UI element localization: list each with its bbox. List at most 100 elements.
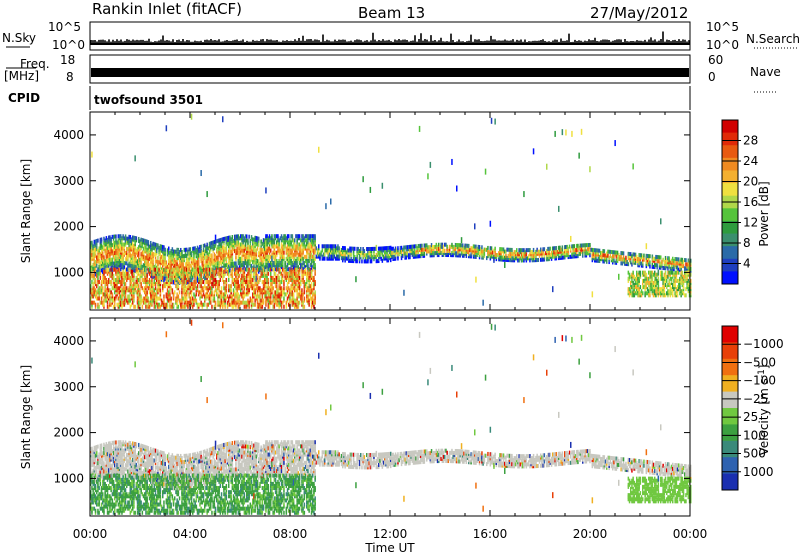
power-cell bbox=[126, 273, 128, 278]
power-cell bbox=[259, 253, 261, 258]
power-cell bbox=[98, 294, 100, 299]
power-cell bbox=[255, 280, 258, 285]
power-cell bbox=[230, 271, 232, 276]
power-cell bbox=[220, 254, 223, 259]
power-cell bbox=[224, 304, 226, 309]
power-cell bbox=[295, 246, 297, 251]
power-cell bbox=[121, 256, 123, 261]
power-cell bbox=[220, 237, 223, 242]
power-cell bbox=[278, 296, 280, 301]
power-cell bbox=[236, 267, 238, 272]
power-cell bbox=[205, 263, 207, 268]
power-cell bbox=[188, 286, 190, 291]
freq-tick-bottom: 8 bbox=[66, 70, 74, 84]
power-cell bbox=[168, 254, 170, 259]
power-cell bbox=[146, 252, 148, 257]
power-cell bbox=[145, 280, 147, 285]
power-cell bbox=[292, 292, 295, 297]
power-cell bbox=[159, 246, 162, 251]
power-cell bbox=[188, 294, 190, 299]
power-cell bbox=[418, 125, 421, 132]
power-cell bbox=[225, 242, 228, 247]
power-cell bbox=[123, 252, 126, 257]
power-cell bbox=[134, 254, 136, 259]
power-cell bbox=[108, 237, 110, 242]
power-cell bbox=[242, 277, 244, 282]
power-cell bbox=[208, 241, 211, 246]
power-cell bbox=[163, 282, 165, 287]
power-cell bbox=[183, 254, 186, 259]
power-cell bbox=[110, 245, 112, 250]
power-cell bbox=[186, 247, 188, 252]
power-cell bbox=[229, 258, 231, 263]
power-cell bbox=[278, 240, 280, 245]
nsky-trace-line bbox=[90, 31, 690, 44]
power-cell bbox=[236, 298, 238, 303]
power-cell bbox=[196, 267, 199, 272]
power-cell bbox=[202, 243, 205, 248]
power-cell bbox=[201, 256, 204, 261]
power-cell bbox=[135, 261, 138, 266]
power-cell bbox=[94, 280, 97, 285]
power-cell bbox=[295, 248, 297, 253]
power-cell bbox=[175, 273, 177, 278]
power-cell bbox=[152, 282, 154, 287]
power-cell bbox=[165, 294, 168, 299]
power-cell bbox=[102, 261, 104, 266]
power-cell bbox=[162, 259, 164, 264]
power-cell bbox=[237, 240, 240, 245]
power-cell bbox=[180, 252, 182, 257]
power-cell bbox=[121, 265, 123, 270]
power-cell bbox=[246, 290, 248, 295]
power-cell bbox=[214, 288, 217, 293]
power-cell bbox=[224, 292, 226, 297]
power-cell bbox=[225, 244, 228, 249]
power-cell bbox=[231, 235, 234, 240]
power-cell bbox=[223, 302, 225, 307]
power-cell bbox=[91, 255, 93, 260]
power-cell bbox=[297, 304, 300, 309]
power-cell bbox=[121, 248, 123, 253]
power-cell bbox=[195, 254, 198, 259]
power-cell bbox=[236, 248, 238, 253]
power-cell bbox=[114, 263, 116, 268]
power-cell bbox=[186, 276, 188, 281]
power-cell bbox=[252, 294, 254, 299]
power-cell bbox=[112, 265, 115, 270]
power-cell bbox=[289, 273, 291, 278]
power-cell bbox=[632, 270, 634, 275]
power-cell bbox=[220, 247, 223, 252]
power-cell bbox=[261, 280, 264, 285]
power-cell bbox=[262, 258, 265, 263]
power-cell bbox=[475, 276, 477, 283]
power-cell bbox=[258, 269, 260, 274]
power-cell bbox=[228, 302, 230, 307]
power-cell bbox=[211, 257, 213, 262]
power-cell bbox=[166, 292, 169, 297]
power-cell bbox=[220, 300, 223, 305]
power-cell bbox=[261, 260, 264, 265]
power-cell bbox=[195, 250, 198, 255]
power-cell bbox=[128, 241, 130, 246]
power-cell bbox=[213, 266, 216, 271]
power-cell bbox=[139, 259, 141, 264]
power-cell bbox=[129, 253, 132, 258]
power-cell bbox=[138, 271, 140, 276]
power-cell bbox=[190, 261, 193, 266]
power-cell bbox=[295, 269, 297, 274]
power-cell bbox=[162, 300, 164, 305]
power-cell bbox=[124, 273, 127, 278]
power-cell bbox=[97, 304, 99, 309]
power-cell bbox=[196, 288, 199, 293]
power-cell bbox=[145, 239, 147, 244]
power-cell bbox=[156, 247, 158, 252]
power-cell bbox=[194, 275, 196, 280]
power-cell bbox=[219, 252, 222, 257]
power-cell bbox=[132, 296, 134, 301]
power-cell bbox=[247, 261, 249, 266]
power-cell bbox=[250, 286, 253, 291]
power-cell bbox=[248, 247, 250, 252]
power-cell bbox=[280, 304, 283, 309]
power-cell bbox=[214, 269, 217, 274]
power-cell bbox=[232, 304, 235, 309]
